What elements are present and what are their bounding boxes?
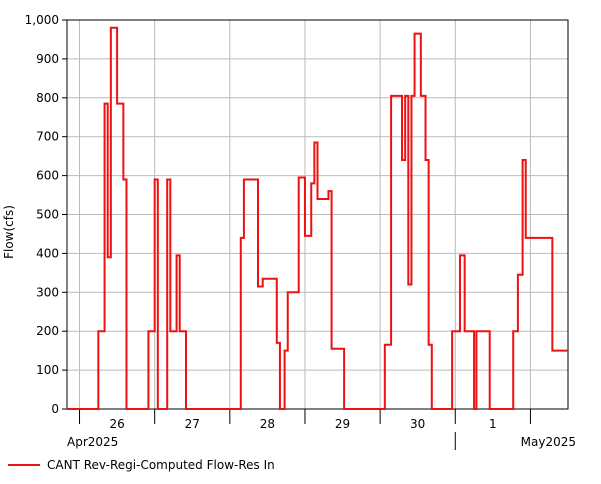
month-label-start: Apr2025 bbox=[67, 435, 118, 449]
y-tick-label: 400 bbox=[36, 246, 59, 260]
y-axis: 0 100 200 300 400 500 600 700 800 900 1,000 bbox=[25, 13, 67, 416]
x-axis: 26 27 28 29 30 1 Apr2025 May2025 bbox=[67, 409, 576, 450]
y-axis-label: Flow(cfs) bbox=[2, 205, 16, 259]
y-tick-label: 500 bbox=[36, 208, 59, 222]
y-tick-label: 300 bbox=[36, 285, 59, 299]
legend: CANT Rev-Regi-Computed Flow-Res In bbox=[8, 458, 275, 472]
legend-label: CANT Rev-Regi-Computed Flow-Res In bbox=[47, 458, 275, 472]
y-tick-label: 200 bbox=[36, 324, 59, 338]
x-tick-label: 28 bbox=[260, 417, 275, 431]
grid-layer bbox=[67, 19, 568, 410]
month-label-end: May2025 bbox=[521, 435, 576, 449]
x-tick-label: 26 bbox=[109, 417, 124, 431]
x-tick-label: 30 bbox=[410, 417, 425, 431]
series-layer bbox=[67, 26, 568, 410]
y-tick-label: 700 bbox=[36, 130, 59, 144]
y-tick-label: 900 bbox=[36, 52, 59, 66]
x-tick-label: 27 bbox=[185, 417, 200, 431]
series-line bbox=[67, 26, 568, 410]
y-tick-label: 1,000 bbox=[25, 13, 59, 27]
x-tick-label: 1 bbox=[489, 417, 497, 431]
x-tick-label: 29 bbox=[335, 417, 350, 431]
y-tick-label: 800 bbox=[36, 91, 59, 105]
y-tick-label: 0 bbox=[51, 402, 59, 416]
y-tick-label: 100 bbox=[36, 363, 59, 377]
y-tick-label: 600 bbox=[36, 169, 59, 183]
